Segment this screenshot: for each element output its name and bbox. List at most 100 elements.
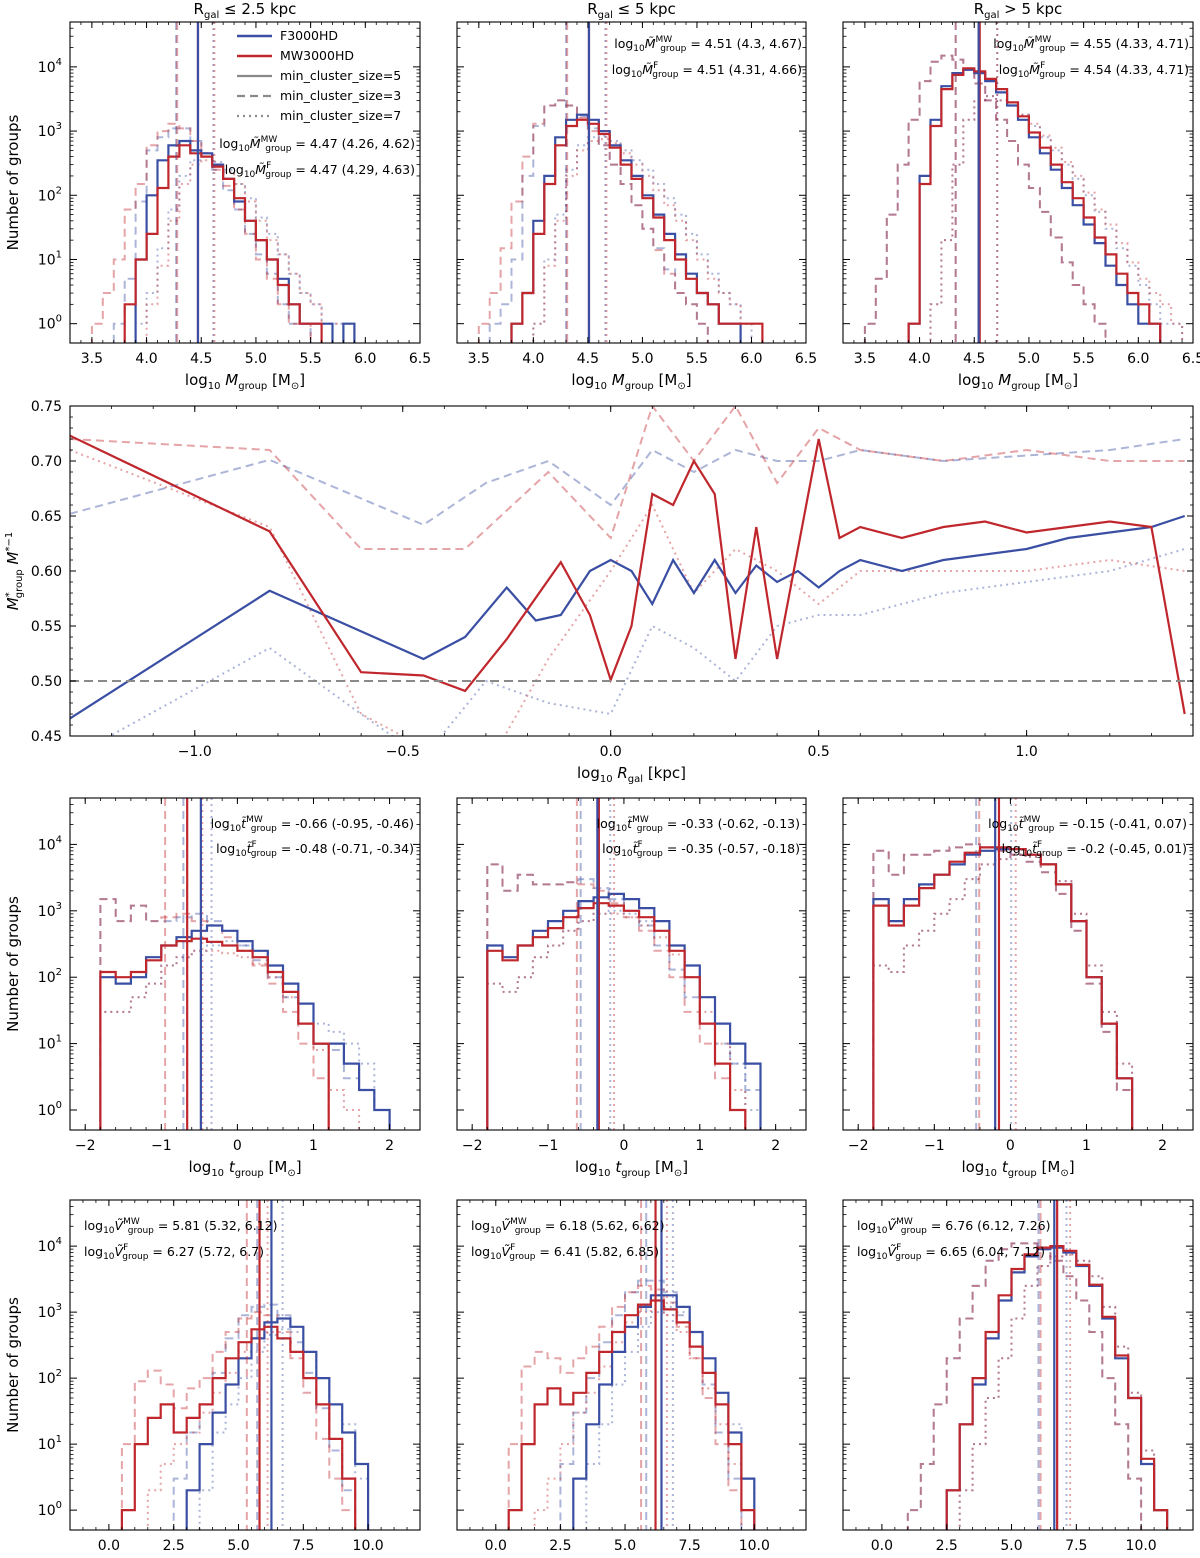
median-annotation: log10M̃F group = 4.51 (4.31, 4.66): [612, 61, 802, 80]
histogram-F3000HD-min_cluster_size=5: [945, 1246, 1169, 1530]
x-tick-label: 1: [1082, 1138, 1091, 1154]
x-tick-label: 5.0: [1018, 351, 1040, 367]
histogram-MW3000HD-min_cluster_size=3: [486, 863, 747, 1130]
median-annotation: log10ṼMW group = 6.76 (6.12, 7.26): [857, 1217, 1050, 1236]
y-axis-label: Number of groups: [4, 896, 22, 1032]
histogram-F3000HD-min_cluster_size=5: [185, 1317, 370, 1530]
histogram-F3000HD-min_cluster_size=3: [488, 99, 709, 343]
y-tick-label: 104: [38, 834, 62, 853]
x-tick-label: 4.0: [908, 351, 930, 367]
plot-area: [99, 798, 391, 1130]
median-annotation: log10t̃F group = -0.35 (-0.57, -0.18): [602, 840, 800, 859]
x-tick-label: 5.5: [686, 351, 708, 367]
x-tick-label: −0.5: [386, 744, 420, 760]
y-axis-label: Number of groups: [4, 115, 22, 251]
histogram-MW3000HD-min_cluster_size=7: [872, 853, 1134, 1130]
plot-area: [486, 798, 762, 1130]
x-tick-label: 0: [233, 1138, 242, 1154]
median-annotation: log10M̃MW group = 4.47 (4.26, 4.62): [219, 135, 415, 154]
plot-area: [507, 1200, 756, 1530]
histogram-F3000HD-min_cluster_size=7: [585, 1305, 756, 1530]
histogram-MW3000HD-min_cluster_size=7: [533, 1308, 756, 1530]
histogram-F3000HD-min_cluster_size=3: [486, 863, 762, 1130]
median-annotation: log10t̃F group = -0.2 (-0.45, 0.01): [1002, 840, 1187, 859]
histogram-MW3000HD-min_cluster_size=3: [872, 843, 1134, 1130]
x-axis-label: log10 tgroup [M⊙]: [575, 1158, 688, 1179]
panel-ratio_rgal: −1.0 −0.5 0.0 0.5 1.0 0.45 0.50 0.55 0.60 0.65 0.7…: [4, 399, 1194, 785]
median-annotation: log10t̃MW group = -0.33 (-0.62, -0.13): [597, 815, 800, 834]
y-tick-label: 0.75: [31, 399, 62, 415]
x-tick-label: 2: [385, 1138, 394, 1154]
ratio-line-MW3000HD-min_cluster_size=5: [70, 434, 1186, 715]
x-tick-label: 0: [1006, 1138, 1015, 1154]
ratio-line-F3000HD-min_cluster_size=7: [107, 548, 1185, 736]
panel-title: Rgal ≤ 5 kpc: [587, 0, 676, 21]
plot-area: [120, 1200, 370, 1530]
x-tick-label: 5.5: [299, 351, 321, 367]
panel-age_r25: −2 −1 0 1 2 100 101 102 103 104 log10 tgroup [M⊙] N…: [4, 797, 421, 1179]
histogram-MW3000HD-min_cluster_size=7: [99, 949, 361, 1130]
x-tick-label: 4.0: [135, 351, 157, 367]
panel-vol_r25: 0.02.55.07.510.0100101102103104log10 Vgr…: [4, 1199, 421, 1554]
x-tick-label: 7.5: [292, 1538, 314, 1554]
histogram-MW3000HD-min_cluster_size=3: [99, 898, 330, 1130]
plot-area: [906, 1200, 1169, 1530]
y-tick-label: 0.70: [31, 454, 62, 470]
x-tick-label: 4.5: [190, 351, 212, 367]
panel-mass_rgt5: 3.5 4.0 4.5 5.0 5.5 6.0 6.5 log10 Mgroup [M⊙] Rg…: [842, 0, 1200, 392]
y-tick-label: 0.45: [31, 729, 62, 745]
x-tick-label: 5.0: [614, 1538, 636, 1554]
y-tick-label: 0.50: [31, 674, 62, 690]
x-tick-label: 6.5: [1182, 351, 1200, 367]
y-tick-label: 101: [38, 249, 62, 268]
x-tick-label: 0.0: [98, 1538, 120, 1554]
x-tick-label: 1: [695, 1138, 704, 1154]
x-axis-label: log10 tgroup [M⊙]: [961, 1158, 1074, 1179]
histogram-MW3000HD-min_cluster_size=7: [486, 912, 747, 1130]
y-tick-label: 0.55: [31, 619, 62, 635]
histogram-F3000HD-min_cluster_size=7: [958, 1253, 1169, 1530]
histogram-MW3000HD-min_cluster_size=5: [99, 937, 330, 1130]
y-tick-label: 102: [38, 967, 62, 986]
axes-frame: [842, 797, 1194, 1131]
median-annotation: log10ṼF group = 6.41 (5.82, 6.85): [471, 1243, 659, 1262]
x-tick-label: 2.5: [163, 1538, 185, 1554]
panel-age_rgt5: −2 −1 0 1 2 log10 tgroup [M⊙] log10t̃MW group =…: [842, 797, 1194, 1179]
histogram-MW3000HD-min_cluster_size=7: [532, 138, 764, 343]
legend-label: min_cluster_size=3: [280, 88, 401, 103]
x-tick-label: 4.5: [577, 351, 599, 367]
panel-age_r5: −2 −1 0 1 2 log10 tgroup [M⊙] log10t̃MW group =…: [456, 797, 807, 1179]
histogram-F3000HD-min_cluster_size=5: [872, 848, 1134, 1130]
histogram-MW3000HD-min_cluster_size=3: [507, 1284, 743, 1530]
y-tick-label: 102: [38, 185, 62, 204]
panel-title: Rgal ≤ 2.5 kpc: [194, 0, 297, 21]
median-annotation: log10ṼMW group = 6.18 (5.62, 6.62): [471, 1217, 664, 1236]
x-tick-label: 2: [771, 1138, 780, 1154]
x-tick-label: 0.0: [485, 1538, 507, 1554]
median-annotation: log10M̃MW group = 4.51 (4.3, 4.67): [614, 35, 802, 54]
median-annotation: log10t̃MW group = -0.15 (-0.41, 0.07): [988, 815, 1187, 834]
legend-label: MW3000HD: [280, 48, 354, 63]
histogram-F3000HD-min_cluster_size=3: [559, 1279, 743, 1530]
legend: F3000HD MW3000HD min_cluster_size=5 min_clu…: [237, 28, 401, 123]
x-tick-label: 6.0: [354, 351, 376, 367]
y-axis-label: Number of groups: [4, 1297, 22, 1433]
y-tick-label: 103: [38, 121, 62, 140]
median-annotation: log10ṼF group = 6.65 (6.04, 7.12): [857, 1243, 1045, 1262]
x-tick-label: 7.5: [679, 1538, 701, 1554]
panel-mass_r5: 3.5 4.0 4.5 5.0 5.5 6.0 6.5 log10 Mgroup [M⊙] Rg…: [456, 0, 817, 392]
y-tick-label: 102: [38, 1368, 62, 1387]
x-tick-label: 6.5: [795, 351, 817, 367]
axes-frame: [842, 1199, 1194, 1531]
x-axis-label: log10 Mgroup [M⊙]: [958, 371, 1078, 392]
histogram-F3000HD-min_cluster_size=3: [906, 1242, 1143, 1530]
x-tick-label: 3.5: [468, 351, 490, 367]
histogram-MW3000HD-min_cluster_size=5: [123, 144, 323, 343]
x-tick-label: 2: [1158, 1138, 1167, 1154]
histogram-F3000HD-min_cluster_size=7: [198, 1328, 370, 1530]
panel-title: Rgal > 5 kpc: [974, 0, 1063, 21]
histogram-F3000HD-min_cluster_size=7: [134, 155, 345, 343]
x-tick-label: 1.0: [1015, 744, 1037, 760]
axes-frame: [69, 1199, 421, 1531]
histogram-MW3000HD-min_cluster_size=7: [145, 159, 356, 343]
